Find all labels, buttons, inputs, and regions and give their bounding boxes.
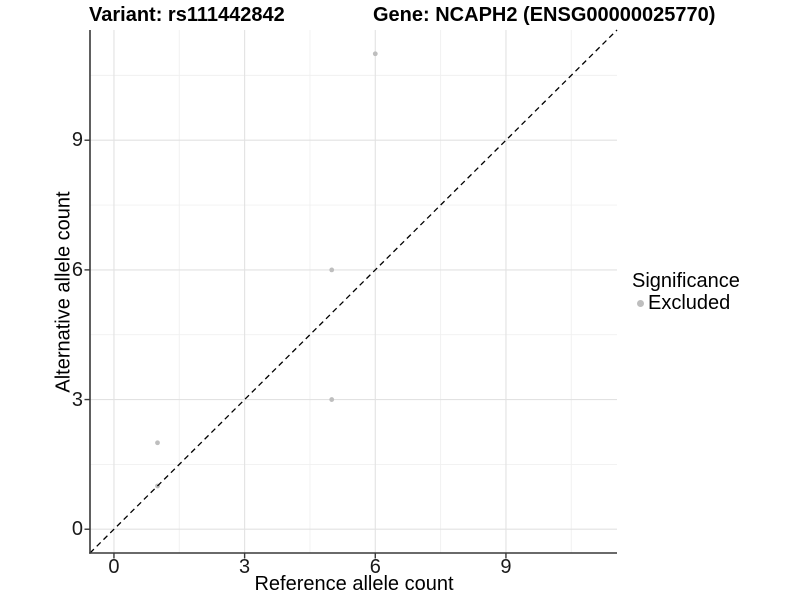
plot-title-variant: Variant: rs111442842 xyxy=(89,4,285,26)
y-tick-label: 6 xyxy=(71,258,83,281)
x-axis-title: Reference allele count xyxy=(254,573,454,595)
x-tick-label: 9 xyxy=(500,556,512,578)
data-point xyxy=(372,51,378,57)
identity-dashed-line xyxy=(89,29,618,554)
plot-title-gene: Gene: NCAPH2 (ENSG00000025770) xyxy=(373,4,716,26)
x-tick-label: 3 xyxy=(239,556,251,578)
x-tick-label: 6 xyxy=(369,556,381,578)
data-point xyxy=(329,267,335,273)
x-tick-label: 0 xyxy=(108,556,120,578)
legend-item-excluded: Excluded xyxy=(637,293,740,314)
legend-title: Significance xyxy=(632,270,740,292)
data-point xyxy=(155,440,160,446)
legend: Significance Excluded xyxy=(632,270,740,314)
y-tick-label: 0 xyxy=(71,518,83,541)
legend-point-icon xyxy=(637,300,644,307)
data-point xyxy=(329,397,335,402)
y-axis-title: Alternative allele count xyxy=(52,191,75,393)
legend-item-label: Excluded xyxy=(648,292,731,314)
y-tick-label: 3 xyxy=(71,388,83,411)
y-tick-label: 9 xyxy=(71,129,83,152)
